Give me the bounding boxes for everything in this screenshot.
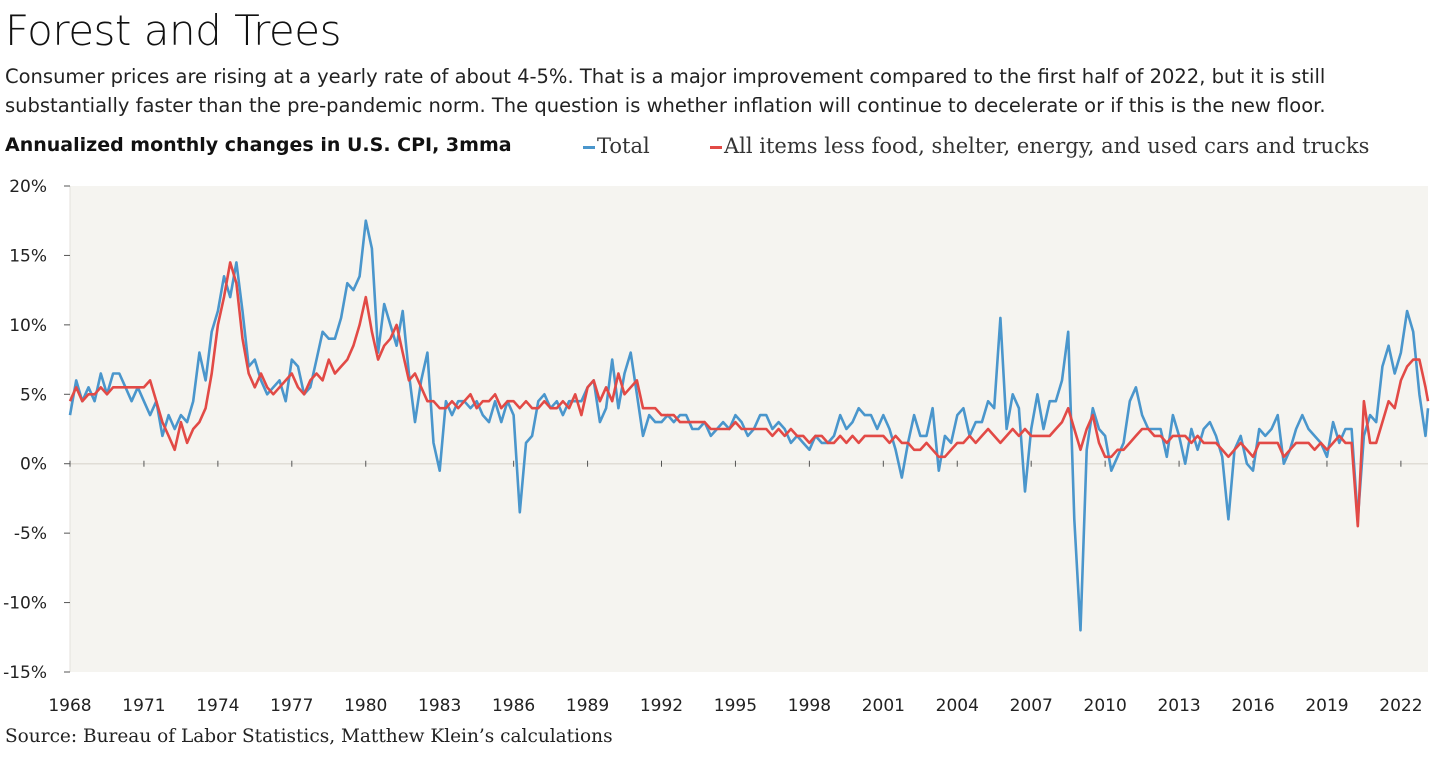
x-tick-label: 1983 [418, 696, 461, 716]
legend-entry-total: Total [583, 134, 650, 158]
x-tick-label: 2016 [1231, 696, 1274, 716]
y-tick-label: 10% [9, 316, 47, 336]
legend-label-total: Total [597, 134, 650, 158]
y-tick-label: 0% [20, 455, 47, 475]
x-tick-label: 1998 [788, 696, 831, 716]
x-tick-label: 1974 [196, 696, 239, 716]
x-tick-label: 2004 [936, 696, 979, 716]
y-tick-label: -5% [14, 524, 47, 544]
y-axis-labels: -15% -10% -5% 0% 5% 10% 15% 20% [3, 177, 70, 683]
legend-label-core: All items less food, shelter, energy, an… [724, 134, 1370, 158]
y-tick-label: -10% [3, 594, 47, 614]
x-tick-label: 1968 [48, 696, 91, 716]
x-tick-label: 1980 [344, 696, 387, 716]
y-tick-label: 5% [20, 385, 47, 405]
x-tick-label: 1989 [566, 696, 609, 716]
chart-heading: Annualized monthly changes in U.S. CPI, … [5, 134, 512, 156]
x-tick-label: 1986 [492, 696, 535, 716]
chart-plot: -15% -10% -5% 0% 5% 10% 15% 20% 1968 1971 1974 197… [3, 177, 1430, 716]
chart-subtitle: Consumer prices are rising at a yearly r… [5, 65, 1326, 117]
legend-swatch-total [583, 146, 595, 149]
x-tick-label: 2022 [1379, 696, 1422, 716]
x-tick-label: 2007 [1010, 696, 1053, 716]
y-tick-label: 20% [9, 177, 47, 197]
series-line-core [68, 261, 1430, 528]
x-tick-label: 1992 [640, 696, 683, 716]
x-tick-label: 1995 [714, 696, 757, 716]
x-tick-label: 2001 [862, 696, 905, 716]
x-tick-label: 2013 [1157, 696, 1200, 716]
x-tick-label: 2010 [1084, 696, 1127, 716]
x-tick-label: 1977 [270, 696, 313, 716]
x-tick-label: 1971 [122, 696, 165, 716]
source-note: Source: Bureau of Labor Statistics, Matt… [5, 726, 613, 747]
legend-entry-core: All items less food, shelter, energy, an… [710, 134, 1369, 158]
chart-heading-row: Annualized monthly changes in U.S. CPI, … [5, 134, 1425, 164]
legend-swatch-core [710, 146, 722, 149]
chart-title: Forest and Trees [5, 6, 342, 55]
series-lines [68, 219, 1430, 632]
series-line-total [68, 219, 1430, 632]
y-tick-label: -15% [3, 663, 47, 683]
y-tick-label: 15% [9, 246, 47, 266]
x-tick-label: 2019 [1305, 696, 1348, 716]
x-axis-labels: 1968 1971 1974 1977 1980 1983 1986 1989 1992 1995… [48, 460, 1423, 716]
